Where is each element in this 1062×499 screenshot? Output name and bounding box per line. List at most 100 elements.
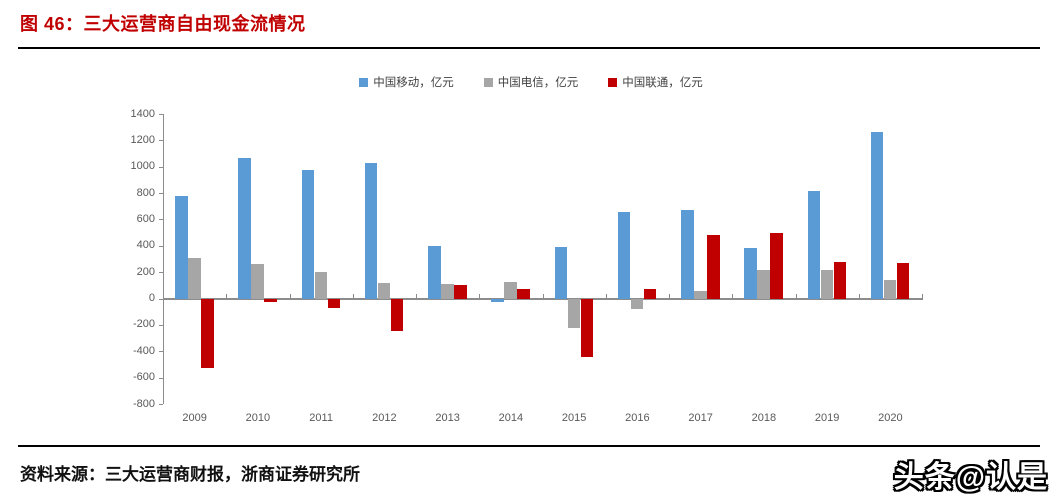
y-axis-tick-mark	[159, 193, 163, 195]
y-axis-tick-label: 1200	[130, 133, 155, 146]
bar-china-unicom-2016	[643, 288, 657, 299]
y-axis-tick-label: 800	[136, 186, 155, 199]
x-axis-label: 2016	[625, 412, 650, 424]
bar-china-telecom-2011	[314, 272, 328, 299]
legend-swatch-china-mobile	[359, 78, 369, 87]
bar-china-unicom-2017	[707, 234, 720, 299]
bar-china-telecom-2017	[694, 290, 707, 299]
bar-china-mobile-2016	[617, 211, 631, 299]
x-axis-label: 2011	[309, 412, 333, 424]
y-axis-tick-mark	[159, 245, 163, 247]
y-axis-tick-label: 0	[148, 292, 155, 305]
y-axis-tick-mark	[159, 377, 163, 379]
category-boundary-tick	[416, 293, 417, 299]
y-axis-tick-label: 1400	[130, 107, 155, 120]
bar-china-mobile-2018	[744, 247, 757, 299]
category-boundary-tick	[226, 293, 228, 299]
y-axis-tick-label: 1000	[130, 160, 155, 173]
x-axis-label: 2009	[182, 412, 207, 424]
bar-china-unicom-2010	[264, 298, 277, 303]
x-axis-label: 2013	[435, 412, 460, 424]
bar-china-mobile-2019	[807, 191, 821, 299]
bar-china-telecom-2020	[883, 280, 897, 299]
bar-china-telecom-2014	[504, 282, 517, 299]
y-axis-tick-mark	[159, 404, 163, 405]
bar-china-telecom-2018	[757, 269, 770, 299]
category-boundary-tick	[922, 293, 923, 299]
legend-item-china-mobile: 中国移动，亿元	[359, 74, 454, 90]
legend-label-china-mobile: 中国移动，亿元	[373, 77, 454, 89]
legend-label-china-telecom: 中国电信，亿元	[497, 77, 579, 89]
bar-china-telecom-2013	[441, 284, 454, 299]
footer: 资料来源：三大运营商财报，浙商证券研究所 头条@认是	[0, 452, 1062, 499]
y-axis-tick-mark	[159, 166, 163, 168]
bar-china-telecom-2016	[630, 298, 644, 310]
bar-china-unicom-2013	[454, 285, 467, 299]
bar-china-unicom-2014	[517, 289, 530, 299]
x-axis-label: 2015	[561, 412, 587, 424]
bar-china-unicom-2015	[580, 298, 594, 358]
zero-axis-line	[163, 297, 923, 300]
bottom-divider-line	[18, 445, 1040, 447]
legend-swatch-china-telecom	[483, 78, 493, 87]
bar-china-mobile-2012	[364, 163, 378, 299]
legend-swatch-china-unicom	[608, 78, 618, 87]
bar-china-unicom-2019	[833, 262, 847, 299]
bar-china-mobile-2015	[554, 247, 568, 299]
bar-china-unicom-2018	[770, 233, 783, 299]
bar-china-unicom-2012	[390, 298, 404, 332]
y-axis-tick-mark	[159, 140, 163, 142]
x-axis-label: 2017	[688, 412, 713, 424]
y-axis-tick-label: 200	[136, 265, 155, 278]
bar-china-telecom-2010	[251, 263, 264, 299]
y-axis-tick-mark	[159, 272, 163, 274]
category-boundary-tick	[289, 293, 291, 299]
y-axis-tick-label: -400	[132, 344, 155, 357]
x-axis-label: 2014	[498, 412, 524, 424]
y-axis-tick-label: 600	[136, 212, 155, 225]
top-divider-line	[18, 47, 1040, 49]
category-boundary-tick	[669, 293, 670, 299]
category-boundary-tick	[858, 293, 860, 299]
y-axis-tick-mark	[159, 351, 163, 353]
y-axis-tick-label: -800	[132, 397, 155, 410]
category-boundary-tick	[605, 293, 607, 299]
category-boundary-tick	[542, 293, 544, 299]
watermark-text: 头条@认是	[893, 461, 1048, 494]
category-boundary-tick	[732, 293, 734, 299]
category-boundary-tick	[163, 293, 164, 299]
bar-china-telecom-2009	[188, 257, 201, 299]
bar-china-mobile-2017	[681, 209, 694, 299]
legend-label-china-unicom: 中国联通，亿元	[622, 77, 703, 89]
x-axis-label: 2012	[372, 412, 397, 424]
y-axis-tick-mark	[159, 324, 163, 326]
bar-china-mobile-2020	[870, 131, 884, 299]
legend-item-china-telecom: 中国电信，亿元	[483, 74, 579, 90]
x-axis-label: 2018	[751, 412, 777, 424]
y-axis-tick-label: -600	[132, 371, 155, 384]
bar-china-telecom-2015	[567, 298, 581, 328]
category-boundary-tick	[352, 293, 354, 299]
bar-china-mobile-2009	[175, 196, 188, 299]
bar-china-telecom-2012	[377, 283, 391, 299]
chart-legend: 中国移动，亿元 中国电信，亿元 中国联通，亿元	[0, 74, 1062, 90]
category-boundary-tick	[479, 293, 481, 299]
category-boundary-tick	[795, 293, 797, 299]
y-axis-tick-label: -200	[132, 318, 155, 331]
bar-china-mobile-2011	[301, 170, 315, 299]
y-axis-tick-mark	[159, 298, 163, 300]
bar-china-unicom-2020	[896, 262, 910, 299]
source-note: 资料来源：三大运营商财报，浙商证券研究所	[20, 465, 360, 484]
legend-item-china-unicom: 中国联通，亿元	[608, 74, 703, 90]
x-axis-label: 2019	[814, 412, 840, 424]
bar-china-mobile-2010	[238, 158, 251, 299]
x-axis-label: 2010	[245, 412, 271, 424]
y-axis-line	[163, 114, 164, 404]
bar-china-mobile-2013	[428, 245, 441, 299]
bar-china-telecom-2019	[820, 270, 834, 299]
bar-china-unicom-2011	[327, 298, 341, 309]
bar-chart: 中国移动，亿元 中国电信，亿元 中国联通，亿元 1400 1200 1000 800 600…	[0, 60, 1062, 435]
x-axis-label: 2020	[878, 412, 903, 424]
y-axis-tick-mark	[159, 219, 163, 221]
y-axis-tick-mark	[159, 114, 163, 115]
